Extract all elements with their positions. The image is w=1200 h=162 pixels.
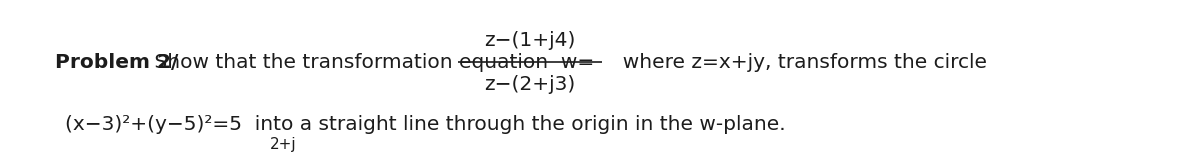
- Text: where z=x+jy, transforms the circle: where z=x+jy, transforms the circle: [610, 52, 986, 71]
- Text: z−(1+j4): z−(1+j4): [485, 30, 576, 50]
- Text: Show that the transformation equation  w=: Show that the transformation equation w=: [148, 52, 594, 71]
- Text: Problem 2/: Problem 2/: [55, 52, 179, 71]
- Text: (x−3)²+(y−5)²=5  into a straight line through the origin in the w-plane.: (x−3)²+(y−5)²=5 into a straight line thr…: [65, 116, 786, 134]
- Text: z−(2+j3): z−(2+j3): [485, 75, 576, 93]
- Text: 2+j: 2+j: [270, 137, 296, 152]
